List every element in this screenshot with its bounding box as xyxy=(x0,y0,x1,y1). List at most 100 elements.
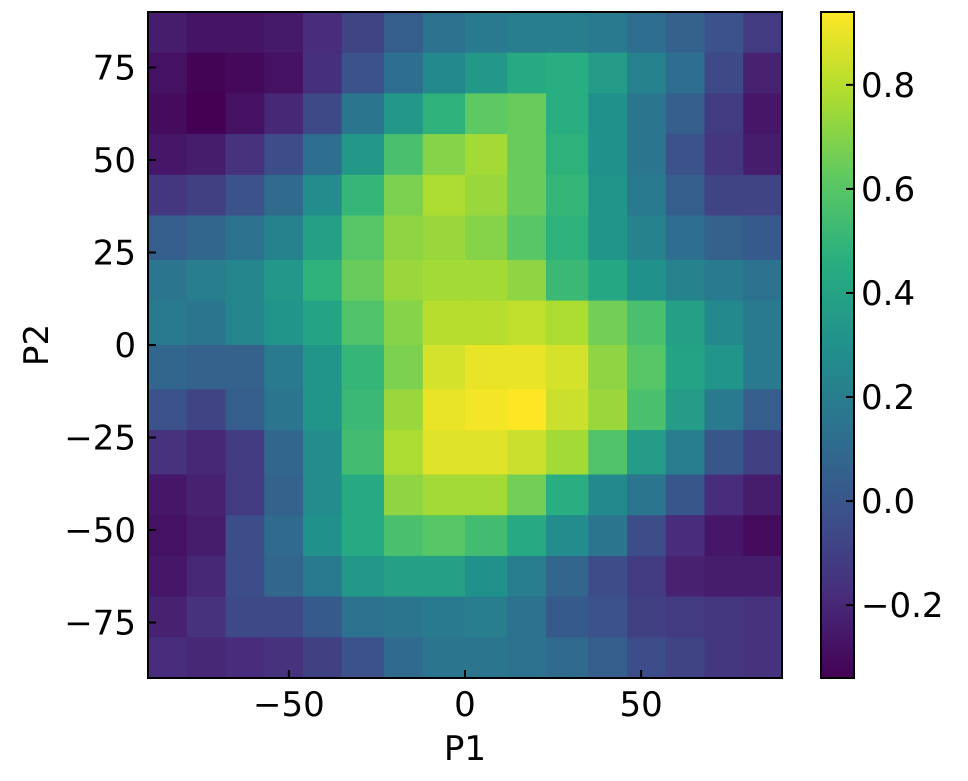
heatmap-cell xyxy=(743,12,783,54)
y-axis-ticks: 75 50 25 0 −25 −50 −75 xyxy=(64,49,156,644)
heatmap-cell xyxy=(546,555,589,598)
heatmap-cell xyxy=(264,174,304,217)
heatmap-cell xyxy=(507,555,547,598)
heatmap-cell xyxy=(704,555,744,598)
heatmap-cell xyxy=(422,474,466,516)
heatmap-cell xyxy=(383,12,424,54)
heatmap-cell xyxy=(225,134,265,176)
heatmap-cell xyxy=(186,174,227,217)
heatmap-cell xyxy=(665,215,706,261)
heatmap-cell xyxy=(341,345,385,390)
heatmap-cell xyxy=(665,637,706,679)
heatmap-cell xyxy=(225,215,265,261)
heatmap-cell xyxy=(704,474,744,516)
heatmap-cell xyxy=(186,474,227,516)
heatmap-cell xyxy=(341,474,385,516)
heatmap-cell xyxy=(665,300,706,346)
heatmap-cell xyxy=(627,430,667,476)
heatmap-cell xyxy=(225,12,265,54)
heatmap-cell xyxy=(383,52,424,94)
heatmap-cell xyxy=(225,174,265,217)
heatmap-cell xyxy=(341,637,385,679)
heatmap-cell xyxy=(148,300,188,346)
heatmap-cell xyxy=(186,515,227,557)
heatmap-cell xyxy=(507,300,547,346)
heatmap-cell xyxy=(341,389,385,431)
heatmap-cell xyxy=(225,474,265,516)
heatmap-cell xyxy=(422,389,466,431)
heatmap-cell xyxy=(704,52,744,94)
heatmap-cell xyxy=(743,215,783,261)
heatmap-cell xyxy=(225,555,265,598)
heatmap-cell xyxy=(422,134,466,176)
heatmap-cell xyxy=(264,389,304,431)
heatmap-cell xyxy=(546,389,589,431)
heatmap-cell xyxy=(588,259,628,302)
heatmap-cell xyxy=(422,515,466,557)
heatmap-cell xyxy=(704,515,744,557)
heatmap-cell xyxy=(148,259,188,302)
heatmap-cell xyxy=(302,300,343,346)
heatmap-cell xyxy=(341,596,385,638)
heatmap-cell xyxy=(507,174,547,217)
heatmap-cell xyxy=(507,215,547,261)
colorbar-tick-label: 0.0 xyxy=(861,482,915,522)
heatmap-cell xyxy=(383,134,424,176)
heatmap-cell xyxy=(264,430,304,476)
heatmap-cell xyxy=(302,555,343,598)
heatmap-cell xyxy=(704,215,744,261)
heatmap-cells xyxy=(148,12,783,679)
heatmap-cell xyxy=(302,93,343,135)
heatmap-cell xyxy=(588,430,628,476)
heatmap-cell xyxy=(383,174,424,217)
heatmap-cell xyxy=(302,215,343,261)
heatmap-cell xyxy=(627,259,667,302)
heatmap-cell xyxy=(704,12,744,54)
heatmap-cell xyxy=(341,93,385,135)
heatmap-cell xyxy=(148,637,188,679)
heatmap-cell xyxy=(302,52,343,94)
heatmap-cell xyxy=(465,345,508,390)
y-tick-label: −75 xyxy=(64,604,136,644)
heatmap-cell xyxy=(743,345,783,390)
heatmap-cell xyxy=(588,134,628,176)
heatmap-cell xyxy=(383,389,424,431)
heatmap-cell xyxy=(422,174,466,217)
heatmap-cell xyxy=(704,300,744,346)
heatmap-cell xyxy=(627,52,667,94)
heatmap-cell xyxy=(465,389,508,431)
heatmap-cell xyxy=(588,474,628,516)
x-axis-ticks: −50 0 50 xyxy=(253,670,663,725)
heatmap-cell xyxy=(264,345,304,390)
heatmap-cell xyxy=(225,637,265,679)
heatmap-cell xyxy=(743,134,783,176)
heatmap-cell xyxy=(546,12,589,54)
heatmap-cell xyxy=(422,555,466,598)
heatmap-cell xyxy=(225,93,265,135)
heatmap-cell xyxy=(546,474,589,516)
heatmap-cell xyxy=(627,515,667,557)
heatmap-cell xyxy=(465,430,508,476)
heatmap-cell xyxy=(341,515,385,557)
heatmap-cell xyxy=(465,300,508,346)
heatmap-cell xyxy=(465,474,508,516)
heatmap-cell xyxy=(588,215,628,261)
x-tick-label: 50 xyxy=(619,685,662,725)
heatmap-cell xyxy=(302,259,343,302)
heatmap-cell xyxy=(743,555,783,598)
heatmap-cell xyxy=(588,389,628,431)
heatmap-cell xyxy=(186,93,227,135)
heatmap-cell xyxy=(341,52,385,94)
y-tick-label: 75 xyxy=(93,49,136,89)
heatmap-cell xyxy=(546,93,589,135)
heatmap-cell xyxy=(264,555,304,598)
heatmap-cell xyxy=(627,174,667,217)
colorbar-tick-label: −0.2 xyxy=(861,586,944,626)
y-tick-label: 50 xyxy=(93,141,136,181)
heatmap-cell xyxy=(264,12,304,54)
heatmap-cell xyxy=(588,515,628,557)
heatmap-cell xyxy=(665,389,706,431)
heatmap-cell xyxy=(422,430,466,476)
heatmap-cell xyxy=(225,52,265,94)
